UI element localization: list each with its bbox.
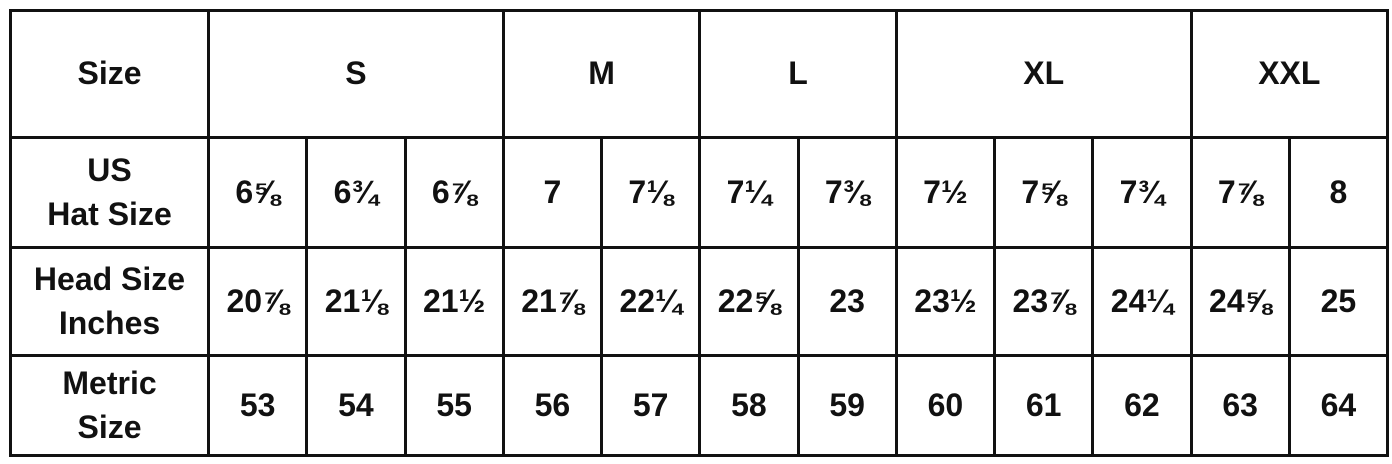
label-line: Size: [77, 408, 142, 445]
metric-size-cell: 60: [894, 354, 997, 457]
us-hat-size-cell: 8: [1287, 136, 1390, 249]
head-size-inches-cell: 22⅝: [698, 246, 800, 357]
size-m-header: M: [501, 9, 702, 139]
metric-size-label: Metric Size: [9, 354, 210, 457]
us-hat-size-cell: 6⅝: [206, 136, 309, 249]
size-xl-header: XL: [894, 9, 1193, 139]
head-size-inches-cell: 24⅝: [1189, 246, 1291, 357]
label-line: Hat Size: [47, 195, 172, 232]
metric-size-cell: 61: [993, 354, 1095, 457]
head-size-inches-cell: 23½: [894, 246, 997, 357]
size-xxl-header: XXL: [1189, 9, 1390, 139]
head-size-inches-cell: 20⅞: [206, 246, 309, 357]
metric-size-cell: 63: [1189, 354, 1291, 457]
us-hat-size-cell: 6¾: [305, 136, 407, 249]
us-hat-size-cell: 7⅛: [600, 136, 702, 249]
head-size-inches-cell: 21⅛: [305, 246, 407, 357]
us-hat-size-cell: 7: [501, 136, 604, 249]
metric-size-cell: 58: [698, 354, 800, 457]
us-hat-size-cell: 7⅝: [993, 136, 1095, 249]
metric-size-cell: 54: [305, 354, 407, 457]
head-size-inches-cell: 25: [1287, 246, 1390, 357]
hat-size-chart: Size S M L XL XXL US Hat Size 6⅝ 6¾ 6⅞ 7 7⅛ 7¼ 7⅜ 7½ 7…: [9, 9, 1390, 457]
label-line: Head Size: [33, 261, 186, 298]
metric-size-cell: 56: [501, 354, 604, 457]
us-hat-size-label: US Hat Size: [9, 136, 210, 249]
metric-size-cell: 62: [1091, 354, 1193, 457]
metric-size-cell: 57: [600, 354, 702, 457]
us-hat-size-cell: 6⅞: [403, 136, 505, 249]
metric-size-row: Metric Size 53 54 55 56 57 58 59 60 61 62 63 64: [9, 354, 1390, 457]
head-size-inches-cell: 23⅞: [993, 246, 1095, 357]
head-size-inches-cell: 23: [796, 246, 898, 357]
metric-size-cell: 64: [1287, 354, 1390, 457]
head-size-inches-cell: 22¼: [600, 246, 702, 357]
head-size-inches-row: Head Size Inches 20⅞ 21⅛ 21½ 21⅞ 22¼ 22⅝ 23 23½ 23…: [9, 246, 1390, 357]
head-size-inches-cell: 24¼: [1091, 246, 1193, 357]
head-size-inches-cell: 21⅞: [501, 246, 604, 357]
size-header-label: Size: [9, 9, 210, 139]
us-hat-size-cell: 7½: [894, 136, 997, 249]
label-line: Inches: [58, 304, 161, 341]
size-l-header: L: [698, 9, 898, 139]
metric-size-cell: 59: [796, 354, 898, 457]
us-hat-size-row: US Hat Size 6⅝ 6¾ 6⅞ 7 7⅛ 7¼ 7⅜ 7½ 7⅝ 7¾ 7⅞ 8: [9, 136, 1390, 249]
metric-size-cell: 55: [403, 354, 505, 457]
us-hat-size-cell: 7¾: [1091, 136, 1193, 249]
head-size-inches-cell: 21½: [403, 246, 505, 357]
metric-size-cell: 53: [206, 354, 309, 457]
size-s-header: S: [207, 9, 505, 139]
size-header-row: Size S M L XL XXL: [9, 9, 1390, 139]
us-hat-size-cell: 7⅞: [1189, 136, 1291, 249]
us-hat-size-cell: 7¼: [698, 136, 800, 249]
label-line: Metric: [62, 365, 157, 402]
label-line: US: [87, 152, 132, 189]
head-size-inches-label: Head Size Inches: [9, 246, 210, 357]
us-hat-size-cell: 7⅜: [796, 136, 898, 249]
